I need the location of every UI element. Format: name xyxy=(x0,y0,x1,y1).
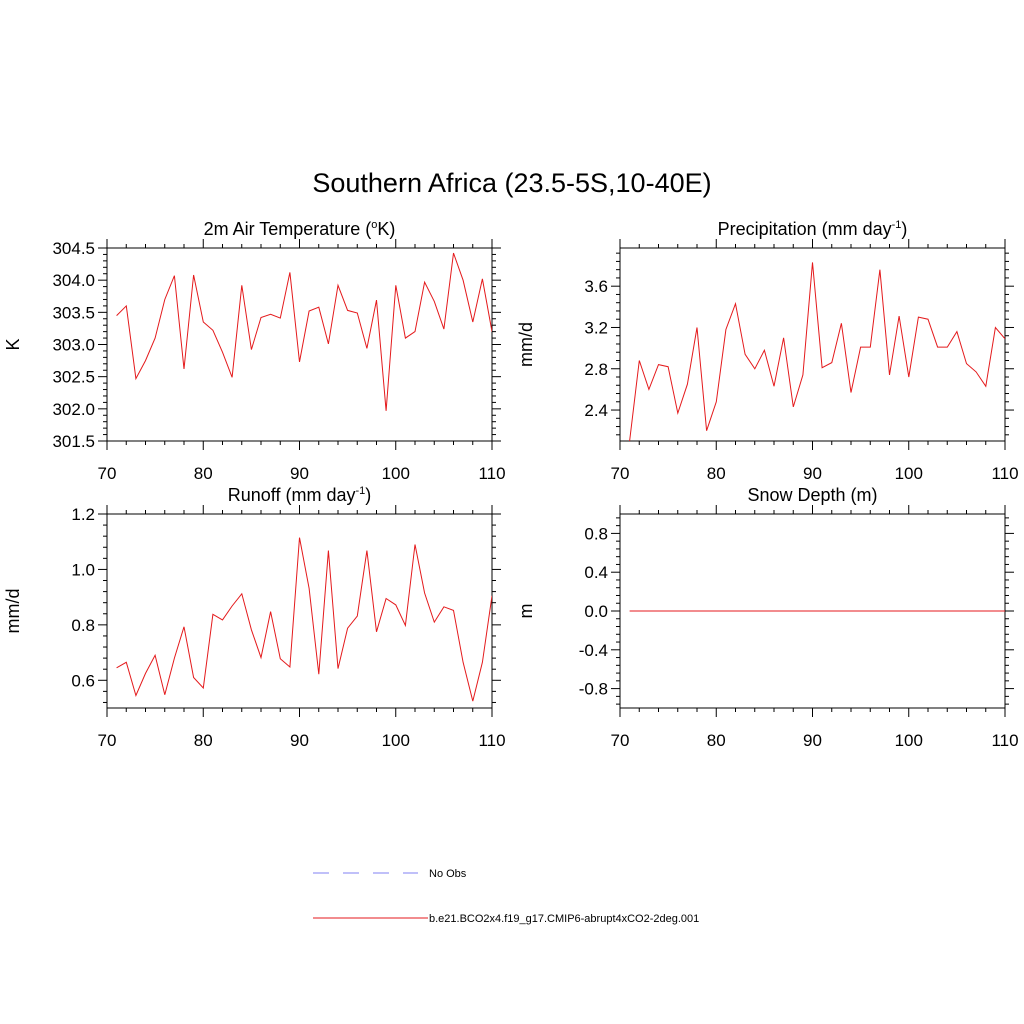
x-tick-label: 90 xyxy=(803,464,822,483)
y-tick-label: 304.0 xyxy=(52,271,95,290)
y-tick-label: 303.5 xyxy=(52,303,95,322)
y-tick-label: 301.5 xyxy=(52,432,95,451)
y-tick-label: -0.4 xyxy=(579,641,608,660)
y-tick-label: 0.6 xyxy=(71,671,95,690)
y-tick-label: 303.0 xyxy=(52,336,95,355)
x-tick-label: 90 xyxy=(290,464,309,483)
series-line xyxy=(116,252,492,411)
x-tick-label: 70 xyxy=(98,464,117,483)
y-tick-label: 0.8 xyxy=(584,524,608,543)
y-tick-label: 304.5 xyxy=(52,239,95,258)
y-tick-label: -0.8 xyxy=(579,680,608,699)
plot-frame xyxy=(106,247,493,442)
x-tick-label: 110 xyxy=(991,464,1018,483)
x-tick-label: 80 xyxy=(194,464,213,483)
x-tick-label: 80 xyxy=(194,731,213,750)
figure-title: Southern Africa (23.5-5S,10-40E) xyxy=(312,168,711,198)
x-tick-label: 110 xyxy=(478,464,505,483)
legend-model-label: b.e21.BCO2x4.f19_g17.CMIP6-abrupt4xCO2-2… xyxy=(429,913,699,925)
y-axis-label: K xyxy=(3,338,23,350)
y-tick-label: 302.5 xyxy=(52,368,95,387)
x-tick-label: 70 xyxy=(611,731,630,750)
y-axis-label: m xyxy=(516,604,536,619)
x-tick-label: 70 xyxy=(611,464,630,483)
x-tick-label: 100 xyxy=(382,731,410,750)
x-tick-label: 100 xyxy=(382,464,410,483)
y-tick-label: 2.8 xyxy=(584,360,608,379)
x-tick-label: 70 xyxy=(98,731,117,750)
panel-runoff: Runoff (mm day-1) 70 80 90 100 110 0.6 0.8 1.0 1.… xyxy=(3,485,506,750)
series-line xyxy=(116,537,492,702)
panel-title: Precipitation (mm day-1) xyxy=(718,219,908,239)
y-tick-label: 1.0 xyxy=(71,560,95,579)
panel-temperature: 2m Air Temperature (oK) 70 80 90 100 110 301.5… xyxy=(3,219,506,483)
y-tick-label: 3.6 xyxy=(584,277,608,296)
y-tick-label: 1.2 xyxy=(71,505,95,524)
panel-title: Runoff (mm day-1) xyxy=(228,485,372,505)
x-tick-label: 110 xyxy=(478,731,505,750)
y-tick-label: 3.2 xyxy=(584,318,608,337)
series-line xyxy=(629,262,1005,441)
legend: No Obs b.e21.BCO2x4.f19_g17.CMIP6-abrupt… xyxy=(313,868,699,925)
x-tick-label: 110 xyxy=(991,731,1018,750)
panel-title: 2m Air Temperature (oK) xyxy=(204,219,396,239)
x-tick-label: 80 xyxy=(707,464,726,483)
y-tick-label: 0.4 xyxy=(584,563,608,582)
y-axis-label: mm/d xyxy=(516,322,536,367)
y-axis-label: mm/d xyxy=(3,589,23,634)
x-tick-label: 100 xyxy=(895,464,923,483)
y-tick-label: 302.0 xyxy=(52,400,95,419)
panel-precipitation: Precipitation (mm day-1) 70 80 90 100 110 2.4 2… xyxy=(516,219,1019,483)
legend-obs-label: No Obs xyxy=(429,868,467,880)
x-tick-label: 90 xyxy=(290,731,309,750)
x-tick-label: 80 xyxy=(707,731,726,750)
y-tick-label: 0.0 xyxy=(584,602,608,621)
panel-snow-depth: Snow Depth (m) 70 80 90 100 110 -0.8 -0.4 0.0 0.4… xyxy=(516,485,1019,750)
panel-title: Snow Depth (m) xyxy=(747,485,877,505)
x-tick-label: 100 xyxy=(895,731,923,750)
y-tick-label: 2.4 xyxy=(584,401,608,420)
y-tick-label: 0.8 xyxy=(71,616,95,635)
x-tick-label: 90 xyxy=(803,731,822,750)
